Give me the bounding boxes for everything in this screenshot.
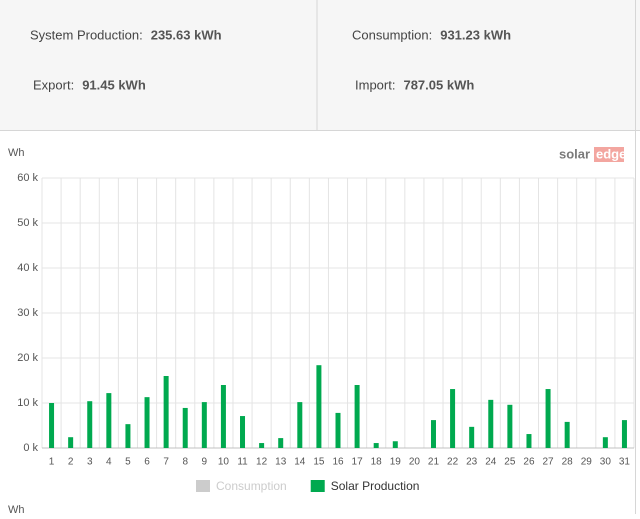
x-tick-label: 24 [485, 457, 497, 468]
x-tick-label: 28 [562, 457, 574, 468]
x-tick-label: 19 [390, 457, 402, 468]
x-tick-label: 3 [87, 457, 93, 468]
x-tick-label: 7 [163, 457, 169, 468]
y-tick-label: 10 k [17, 397, 38, 409]
summary-label: Import: [355, 77, 395, 92]
legend-label: Solar Production [331, 479, 420, 493]
legend-swatch [196, 480, 210, 492]
bar [526, 434, 532, 448]
x-tick-label: 27 [543, 457, 555, 468]
x-tick-label: 21 [428, 457, 440, 468]
next-chart-label: Wh [8, 504, 25, 514]
summary-label: Consumption: [352, 27, 432, 42]
y-tick-label: 60 k [17, 172, 38, 184]
x-tick-label: 16 [332, 457, 344, 468]
y-tick-label: 30 k [17, 307, 38, 319]
bar [488, 399, 494, 448]
x-tick-label: 18 [371, 457, 383, 468]
bar [278, 438, 284, 448]
bar [373, 443, 379, 448]
bar [68, 437, 74, 448]
bar [621, 420, 627, 448]
bar [335, 412, 341, 448]
legend-swatch [310, 480, 325, 492]
summary-label: Export: [33, 77, 74, 92]
bar [240, 416, 246, 448]
x-tick-label: 2 [68, 457, 74, 468]
x-tick-label: 9 [202, 457, 208, 468]
x-tick-label: 26 [523, 457, 535, 468]
bar [201, 402, 207, 448]
x-tick-label: 30 [600, 457, 612, 468]
summary-value: 787.05 kWh [403, 77, 474, 92]
summary-value: 235.63 kWh [151, 27, 222, 42]
x-tick-label: 20 [409, 457, 421, 468]
x-tick-label: 6 [144, 457, 150, 468]
bar [106, 393, 112, 448]
bar [316, 365, 322, 448]
bar [430, 420, 436, 448]
bar [545, 389, 551, 448]
y-axis-label: Wh [8, 147, 25, 159]
brand-box [594, 147, 624, 162]
bar [144, 397, 150, 448]
bar [450, 389, 456, 448]
brand: edge [596, 146, 626, 161]
x-tick-label: 23 [466, 457, 478, 468]
y-tick-label: 0 k [23, 442, 38, 454]
bar [564, 421, 570, 448]
x-tick-label: 11 [237, 457, 248, 468]
x-tick-label: 8 [182, 457, 188, 468]
x-tick-label: 12 [256, 457, 268, 468]
bar [354, 385, 360, 448]
x-tick-label: 22 [447, 457, 459, 468]
x-tick-label: 17 [352, 457, 364, 468]
y-tick-label: 50 k [17, 217, 38, 229]
x-tick-label: 14 [294, 457, 306, 468]
bar [125, 424, 131, 448]
bar [259, 443, 265, 448]
x-tick-label: 1 [49, 457, 55, 468]
x-tick-label: 4 [106, 457, 112, 468]
bar [507, 404, 513, 448]
x-tick-label: 15 [313, 457, 325, 468]
bar [49, 403, 55, 448]
bar [87, 401, 93, 448]
summary-panel [0, 0, 640, 130]
summary-value: 91.45 kWh [82, 77, 146, 92]
x-tick-label: 5 [125, 457, 131, 468]
brand: solar [559, 146, 590, 161]
bar [182, 407, 188, 448]
x-tick-label: 13 [275, 457, 287, 468]
bar [469, 426, 475, 448]
x-tick-label: 25 [504, 457, 516, 468]
y-tick-label: 40 k [17, 262, 38, 274]
bar [602, 437, 608, 448]
summary-label: System Production: [30, 27, 143, 42]
x-tick-label: 31 [619, 457, 631, 468]
y-tick-label: 20 k [17, 352, 38, 364]
bar [297, 402, 303, 448]
summary-value: 931.23 kWh [440, 27, 511, 42]
x-tick-label: 29 [581, 457, 593, 468]
x-tick-label: 10 [218, 457, 230, 468]
legend-label: Consumption [216, 479, 287, 493]
bar [392, 441, 398, 448]
bar [163, 376, 169, 448]
bar [220, 385, 226, 448]
